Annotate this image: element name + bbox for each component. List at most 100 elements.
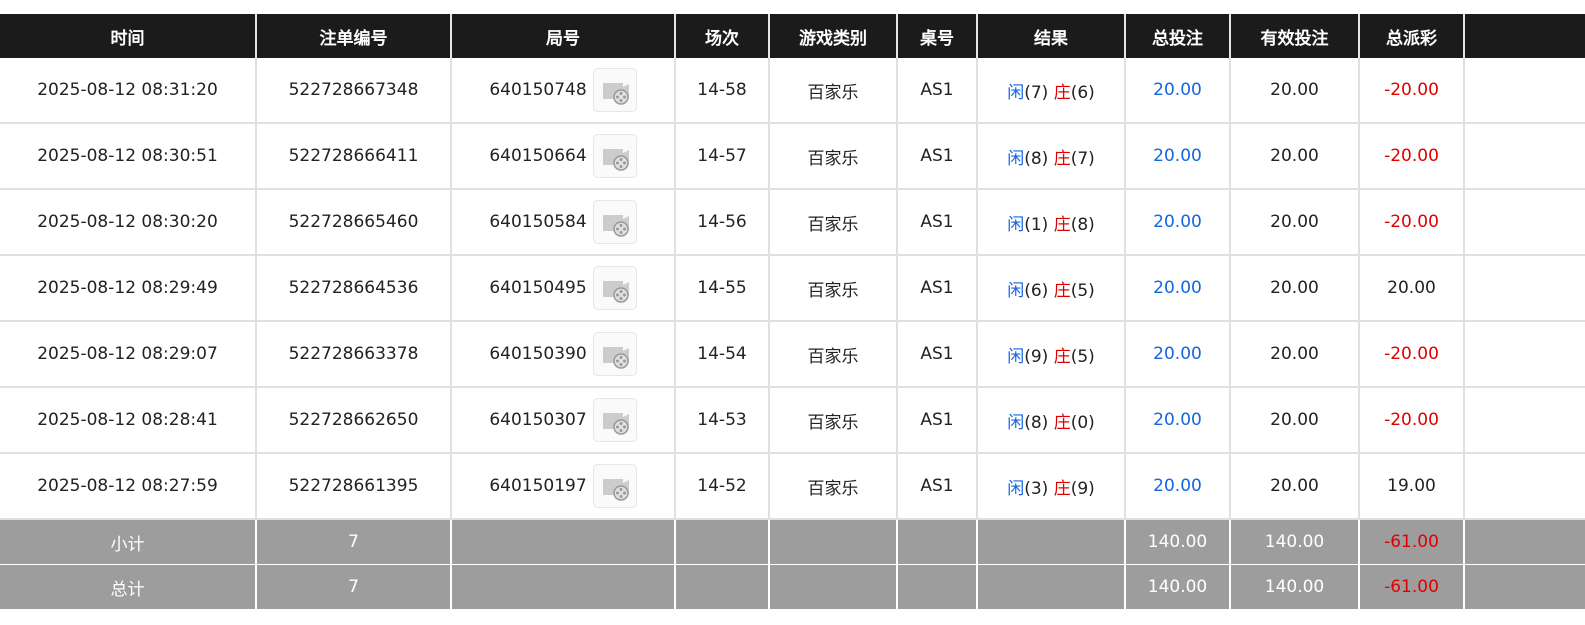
total-bet: 20.00: [1124, 189, 1231, 256]
summary-payout: -61.00: [1358, 564, 1464, 610]
result: 闲(8) 庄(7): [976, 123, 1126, 190]
bet-time: 2025-08-12 08:28:41: [0, 387, 257, 454]
player-label: 闲: [1007, 148, 1025, 169]
player-score: (7): [1024, 82, 1049, 103]
round-cell: 640150495: [489, 266, 637, 310]
game-type: 百家乐: [768, 453, 898, 520]
bet-row: 2025-08-12 08:27:59 522728661395 640150197…: [0, 453, 1585, 520]
payout: -20.00: [1358, 387, 1465, 454]
empty-cell: [976, 519, 1125, 565]
payout: 20.00: [1358, 255, 1465, 322]
bet-table: 时间 注单编号 局号 场次 游戏类别 桌号 结果 总投注 有效投注 总派彩 2025-08-12 …: [0, 14, 1585, 610]
player-score: (1): [1024, 214, 1049, 235]
header-row: 时间 注单编号 局号 场次 游戏类别 桌号 结果 总投注 有效投注 总派彩: [0, 14, 1585, 58]
column-header: 有效投注: [1229, 14, 1359, 58]
shoe-round: 14-58: [674, 58, 770, 124]
round-id-text: 640150495: [489, 278, 587, 298]
summary-label: 小计: [0, 519, 256, 565]
summary-valid: 140.00: [1229, 519, 1359, 565]
banker-label: 庄: [1053, 148, 1071, 169]
video-icon[interactable]: [592, 398, 637, 442]
round-cell: 640150748: [489, 68, 637, 112]
empty-cell: [768, 519, 897, 565]
result: 闲(9) 庄(5): [976, 321, 1126, 388]
order-id: 522728661395: [255, 453, 452, 520]
bet-row: 2025-08-12 08:30:20 522728665460 640150584…: [0, 189, 1585, 256]
summary-bet: 140.00: [1124, 564, 1230, 610]
payout: -20.00: [1358, 189, 1465, 256]
banker-score: (5): [1070, 280, 1095, 301]
shoe-round: 14-56: [674, 189, 770, 256]
bet-time: 2025-08-12 08:30:51: [0, 123, 257, 190]
banker-label: 庄: [1053, 346, 1071, 367]
empty-cell: [1463, 564, 1585, 610]
empty-cell: [1463, 321, 1585, 388]
video-icon[interactable]: [592, 332, 637, 376]
table-id: AS1: [896, 58, 978, 124]
table-footer: 小计 7 140.00 140.00 -61.00 总计 7 140.00 140.00 -61.…: [0, 519, 1585, 610]
round-id-text: 640150748: [489, 80, 587, 100]
banker-score: (7): [1070, 148, 1095, 169]
total-bet: 20.00: [1124, 123, 1231, 190]
shoe-round: 14-57: [674, 123, 770, 190]
column-header: 时间: [0, 14, 256, 58]
result: 闲(1) 庄(8): [976, 189, 1126, 256]
bet-row: 2025-08-12 08:30:51 522728666411 640150664…: [0, 123, 1585, 190]
round-id-text: 640150664: [489, 146, 587, 166]
column-header: 桌号: [896, 14, 977, 58]
table-id: AS1: [896, 123, 978, 190]
bet-row: 2025-08-12 08:28:41 522728662650 640150307…: [0, 387, 1585, 454]
video-icon[interactable]: [592, 464, 637, 508]
banker-label: 庄: [1053, 478, 1071, 499]
video-icon[interactable]: [592, 200, 637, 244]
player-label: 闲: [1007, 280, 1025, 301]
round-cell: 640150307: [489, 398, 637, 442]
game-type: 百家乐: [768, 387, 898, 454]
empty-cell: [450, 564, 675, 610]
bet-time: 2025-08-12 08:31:20: [0, 58, 257, 124]
column-header: 局号: [450, 14, 675, 58]
table-id: AS1: [896, 387, 978, 454]
empty-cell: [1463, 387, 1585, 454]
order-id: 522728664536: [255, 255, 452, 322]
order-id: 522728667348: [255, 58, 452, 124]
round-cell: 640150197: [489, 464, 637, 508]
payout: -20.00: [1358, 123, 1465, 190]
round-cell: 640150664: [489, 134, 637, 178]
payout: 19.00: [1358, 453, 1465, 520]
valid-bet: 20.00: [1229, 453, 1360, 520]
empty-cell: [976, 564, 1125, 610]
total-bet: 20.00: [1124, 321, 1231, 388]
player-label: 闲: [1007, 346, 1025, 367]
report: 时间 注单编号 局号 场次 游戏类别 桌号 结果 总投注 有效投注 总派彩 2025-08-12 …: [0, 14, 1585, 610]
bet-row: 2025-08-12 08:31:20 522728667348 640150748…: [0, 58, 1585, 124]
empty-cell: [450, 519, 675, 565]
round-id-text: 640150307: [489, 410, 587, 430]
round-id-text: 640150390: [489, 344, 587, 364]
table-id: AS1: [896, 321, 978, 388]
video-icon[interactable]: [592, 266, 637, 310]
valid-bet: 20.00: [1229, 255, 1360, 322]
video-icon[interactable]: [592, 68, 637, 112]
player-score: (9): [1024, 346, 1049, 367]
player-score: (6): [1024, 280, 1049, 301]
column-header: [1463, 14, 1585, 58]
round-id: 640150748: [450, 58, 676, 124]
empty-cell: [896, 564, 977, 610]
banker-score: (8): [1070, 214, 1095, 235]
player-label: 闲: [1007, 412, 1025, 433]
empty-cell: [1463, 519, 1585, 565]
table-body: 2025-08-12 08:31:20 522728667348 640150748…: [0, 58, 1585, 520]
game-type: 百家乐: [768, 255, 898, 322]
banker-score: (5): [1070, 346, 1095, 367]
game-type: 百家乐: [768, 123, 898, 190]
valid-bet: 20.00: [1229, 387, 1360, 454]
player-label: 闲: [1007, 478, 1025, 499]
order-id: 522728666411: [255, 123, 452, 190]
column-header: 场次: [674, 14, 769, 58]
total-bet: 20.00: [1124, 255, 1231, 322]
video-icon[interactable]: [592, 134, 637, 178]
banker-label: 庄: [1053, 82, 1071, 103]
shoe-round: 14-53: [674, 387, 770, 454]
